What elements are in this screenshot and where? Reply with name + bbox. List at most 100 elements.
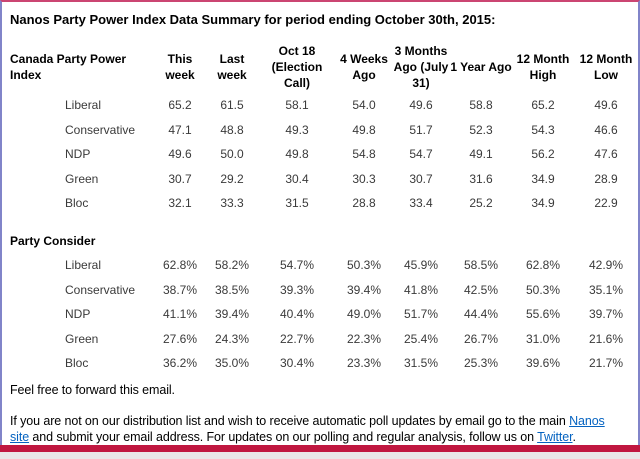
value-cell: 51.7 — [409, 122, 433, 137]
value-cell: 47.1 — [168, 122, 192, 137]
value-cell: 58.2% — [214, 258, 250, 273]
value-cell: 22.3% — [346, 331, 382, 346]
table-row: NDP 41.1% 39.4% 40.4% 49.0% 51.7% 44.4% … — [6, 302, 638, 327]
value-cell: 41.1% — [162, 307, 198, 322]
party-label: Bloc — [65, 356, 89, 371]
value-cell: 49.8 — [352, 122, 376, 137]
value-cell: 49.6 — [409, 98, 433, 113]
value-cell: 40.4% — [279, 307, 315, 322]
value-cell: 22.9 — [594, 196, 618, 211]
value-cell: 28.9 — [594, 171, 618, 186]
forward-note: Feel free to forward this email. — [10, 382, 175, 397]
value-cell: 39.4% — [214, 307, 250, 322]
value-cell: 49.1 — [469, 147, 493, 162]
value-cell: 30.4 — [285, 171, 309, 186]
email-content-box: Nanos Party Power Index Data Summary for… — [0, 0, 640, 445]
value-cell: 54.8 — [352, 147, 376, 162]
value-cell: 27.6% — [162, 331, 198, 346]
value-cell: 31.5 — [285, 196, 309, 211]
nanos-site-link[interactable]: Nanos site — [10, 414, 605, 444]
section-label-party-consider: Party Consider — [10, 233, 96, 248]
party-label: Liberal — [65, 258, 102, 273]
table-row: Bloc 32.1 33.3 31.5 28.8 33.4 25.2 34.9 … — [6, 191, 638, 216]
col-header-4-weeks-ago: 4 Weeks Ago — [340, 51, 388, 82]
value-cell: 58.1 — [285, 98, 309, 113]
value-cell: 65.2 — [168, 98, 192, 113]
value-cell: 54.7 — [409, 147, 433, 162]
value-cell: 22.7% — [279, 331, 315, 346]
col-header-12-month-low: 12 Month Low — [579, 51, 633, 82]
value-cell: 55.6% — [525, 307, 561, 322]
value-cell: 21.6% — [588, 331, 624, 346]
table-row: Green 30.7 29.2 30.4 30.3 30.7 31.6 34.9… — [6, 167, 638, 192]
table-row: Bloc 36.2% 35.0% 30.4% 23.3% 31.5% 25.3%… — [6, 351, 638, 376]
value-cell: 32.1 — [168, 196, 192, 211]
col-header-last-week: Last week — [217, 51, 247, 82]
value-cell: 58.8 — [469, 98, 493, 113]
party-label: Green — [65, 171, 99, 186]
twitter-link[interactable]: Twitter — [537, 429, 573, 444]
twitter-link-label[interactable]: Twitter — [537, 429, 573, 444]
value-cell: 56.2 — [531, 147, 555, 162]
value-cell: 50.3% — [525, 282, 561, 297]
col-header-3-months-ago: 3 Months Ago (July 31) — [393, 43, 449, 90]
value-cell: 25.3% — [463, 356, 499, 371]
value-cell: 54.7% — [279, 258, 315, 273]
value-cell: 54.0 — [352, 98, 376, 113]
value-cell: 35.1% — [588, 282, 624, 297]
value-cell: 30.7 — [409, 171, 433, 186]
party-label: Conservative — [65, 282, 136, 297]
party-label: Conservative — [65, 122, 136, 137]
value-cell: 31.6 — [469, 171, 493, 186]
email-footer: Feel free to forward this email. If you … — [6, 382, 638, 445]
party-label: NDP — [65, 307, 91, 322]
value-cell: 49.3 — [285, 122, 309, 137]
col-header-this-week: This week — [165, 51, 195, 82]
value-cell: 39.4% — [346, 282, 382, 297]
table-row: Conservative 38.7% 38.5% 39.3% 39.4% 41.… — [6, 278, 638, 303]
value-cell: 65.2 — [531, 98, 555, 113]
nanos-site-link-word1[interactable]: Nanos — [569, 413, 605, 428]
party-label: Green — [65, 331, 99, 346]
value-cell: 23.3% — [346, 356, 382, 371]
value-cell: 34.9 — [531, 171, 555, 186]
value-cell: 49.0% — [346, 307, 382, 322]
value-cell: 47.6 — [594, 147, 618, 162]
header-row: Canada Party Power Index This week Last … — [6, 40, 638, 93]
value-cell: 42.9% — [588, 258, 624, 273]
value-cell: 58.5% — [463, 258, 499, 273]
value-cell: 42.5% — [463, 282, 499, 297]
value-cell: 49.6 — [594, 98, 618, 113]
value-cell: 33.3 — [220, 196, 244, 211]
page-title: Nanos Party Power Index Data Summary for… — [10, 12, 496, 27]
value-cell: 46.6 — [594, 122, 618, 137]
value-cell: 51.7% — [403, 307, 439, 322]
table-row: Green 27.6% 24.3% 22.7% 22.3% 25.4% 26.7… — [6, 327, 638, 352]
section-header-row: Party Consider — [6, 229, 638, 254]
value-cell: 24.3% — [214, 331, 250, 346]
value-cell: 49.6 — [168, 147, 192, 162]
value-cell: 33.4 — [409, 196, 433, 211]
value-cell: 52.3 — [469, 122, 493, 137]
value-cell: 25.4% — [403, 331, 439, 346]
value-cell: 44.4% — [463, 307, 499, 322]
col-header-1-year-ago: 1 Year Ago — [450, 59, 512, 74]
table-row: NDP 49.6 50.0 49.8 54.8 54.7 49.1 56.2 4… — [6, 142, 638, 167]
value-cell: 29.2 — [220, 171, 244, 186]
party-label: Bloc — [65, 196, 89, 211]
data-table: Canada Party Power Index This week Last … — [6, 40, 638, 376]
value-cell: 30.3 — [352, 171, 376, 186]
value-cell: 38.5% — [214, 282, 250, 297]
value-cell: 49.8 — [285, 147, 309, 162]
table-row: Conservative 47.1 48.8 49.3 49.8 51.7 52… — [6, 118, 638, 143]
value-cell: 50.0 — [220, 147, 244, 162]
value-cell: 41.8% — [403, 282, 439, 297]
distribution-note: If you are not on our distribution list … — [10, 413, 638, 445]
value-cell: 36.2% — [162, 356, 198, 371]
value-cell: 31.0% — [525, 331, 561, 346]
col-header-12-month-high: 12 Month High — [516, 51, 570, 82]
nanos-site-link-word2[interactable]: site — [10, 429, 30, 444]
value-cell: 50.3% — [346, 258, 382, 273]
party-label: NDP — [65, 147, 91, 162]
